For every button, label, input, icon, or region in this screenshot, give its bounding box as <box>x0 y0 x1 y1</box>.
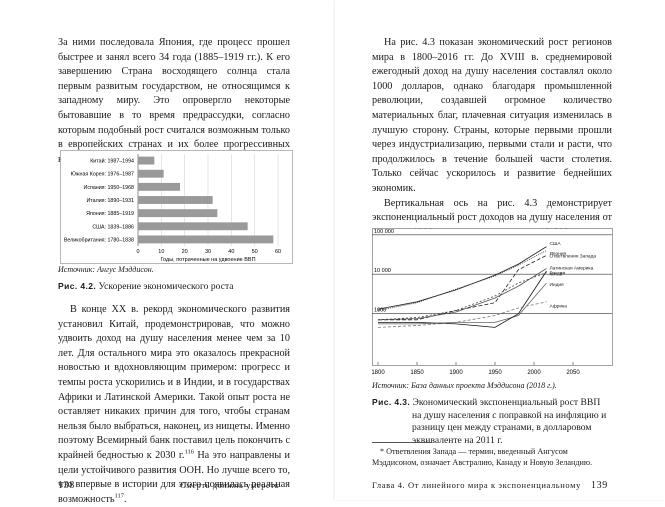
figure-caption: Рис. 4.3. Экономический экспоненциальный… <box>372 396 612 447</box>
text-block: В конце XX в. рекорд экономического разв… <box>58 303 290 507</box>
series-label: Россия <box>549 271 565 277</box>
page-number: 139 <box>591 480 608 491</box>
text: В конце XX в. рекорд экономического разв… <box>58 304 290 461</box>
text: За ними последовала Япония, где процесс … <box>58 37 290 165</box>
note-ref: 117 <box>114 492 124 500</box>
series-line <box>377 301 547 328</box>
page-number: 138 <box>58 480 75 491</box>
y-tick-label: США: 1839–1886 <box>92 224 134 230</box>
paragraph: В конце XX в. рекорд экономического разв… <box>58 303 290 507</box>
bar <box>138 235 274 244</box>
footnote-rule <box>372 442 432 443</box>
x-tick-label: 1900 <box>449 370 463 376</box>
x-tick-label: 10 <box>158 249 164 255</box>
running-title: Смерть должна умереть <box>180 480 280 490</box>
footnote: * Ответвления Запада — термин, введенный… <box>372 447 593 467</box>
figure-caption: Рис. 4.2. Ускорение экономического роста <box>58 280 290 294</box>
y-tick-label: 1000 <box>374 308 386 314</box>
bar <box>138 156 155 165</box>
text-block: За ними последовала Япония, где процесс … <box>58 36 290 167</box>
series-line <box>377 268 547 321</box>
bar <box>138 169 164 178</box>
series-line <box>378 282 547 325</box>
figure-source: Источник: Ангус Мэддисон. <box>58 265 154 274</box>
y-tick-label: 100 000 <box>374 229 394 235</box>
x-tick-label: 50 <box>252 249 258 255</box>
series-label: Африка <box>549 303 567 309</box>
series-label: Китай <box>549 270 562 277</box>
x-tick-label: 1850 <box>410 370 424 376</box>
note-ref: 116 <box>184 448 194 456</box>
y-tick-label: Испания: 1950–1968 <box>84 185 135 191</box>
running-title: Глава 4. От линейного мира к экспоненциа… <box>372 480 581 490</box>
left-page: За ними последовала Япония, где процесс … <box>0 0 330 505</box>
y-tick-label: Италия: 1890–1931 <box>87 198 135 204</box>
bar <box>138 182 180 191</box>
text: . <box>123 493 127 505</box>
right-page: На рис. 4.3 показан экономический рост р… <box>335 0 665 500</box>
series-line <box>378 255 547 321</box>
series-label: США <box>549 241 561 247</box>
series-label: Япония <box>549 251 566 257</box>
paragraph: За ними последовала Япония, где процесс … <box>58 36 290 167</box>
y-tick-label: 10 000 <box>374 268 391 274</box>
series-line <box>377 272 547 321</box>
bar <box>138 196 213 204</box>
caption-number: Рис. 4.2. <box>58 281 97 291</box>
line-chart: 1000 10 000 100 000 1800 1850 1900 1950 2000 205… <box>372 228 613 376</box>
series-label: Индия <box>549 282 564 288</box>
text: На рис. 4.3 показан экономический рост р… <box>372 37 612 194</box>
caption-number: Рис. 4.3. <box>372 397 411 407</box>
figure-source: Источник: База данных проекта Мэддисона … <box>372 381 557 390</box>
x-tick-label: 1800 <box>372 370 385 376</box>
x-tick-label: 30 <box>205 249 211 255</box>
series-line <box>377 246 547 310</box>
caption-text: Экономический экспоненциальный рост ВВП … <box>412 397 607 446</box>
x-tick-label: 60 <box>275 249 281 255</box>
x-tick-label: 20 <box>182 249 188 255</box>
x-tick-label: 0 <box>136 249 139 255</box>
y-tick-label: Китай: 1987–1994 <box>90 158 134 165</box>
series-label: Ответвления Запада <box>549 253 596 259</box>
y-tick-label: Великобритания: 1780–1838 <box>64 237 134 243</box>
y-tick-label: Южная Корея: 1976–1987 <box>71 172 134 178</box>
series-label: Латинская Америка <box>549 265 593 271</box>
bar <box>138 209 218 218</box>
bar <box>138 222 248 231</box>
y-tick-label: Япония: 1885–1919 <box>86 211 134 217</box>
x-tick-label: 2050 <box>566 370 580 376</box>
x-axis-title: Годы, потраченные на удвоение ВВП <box>160 257 255 263</box>
x-tick-label: 40 <box>228 249 234 255</box>
caption-text: Ускорение экономического роста <box>98 281 234 292</box>
x-tick-label: 1950 <box>488 370 502 376</box>
chart-frame <box>60 150 293 264</box>
paragraph: На рис. 4.3 показан экономический рост р… <box>372 36 612 197</box>
bar-chart: 0 10 20 30 40 50 60 Китай: 1987–1994 Южная Корея… <box>60 150 293 264</box>
text: На это направлены и цели устойчивого раз… <box>58 449 290 505</box>
x-tick-label: 2000 <box>527 370 541 376</box>
